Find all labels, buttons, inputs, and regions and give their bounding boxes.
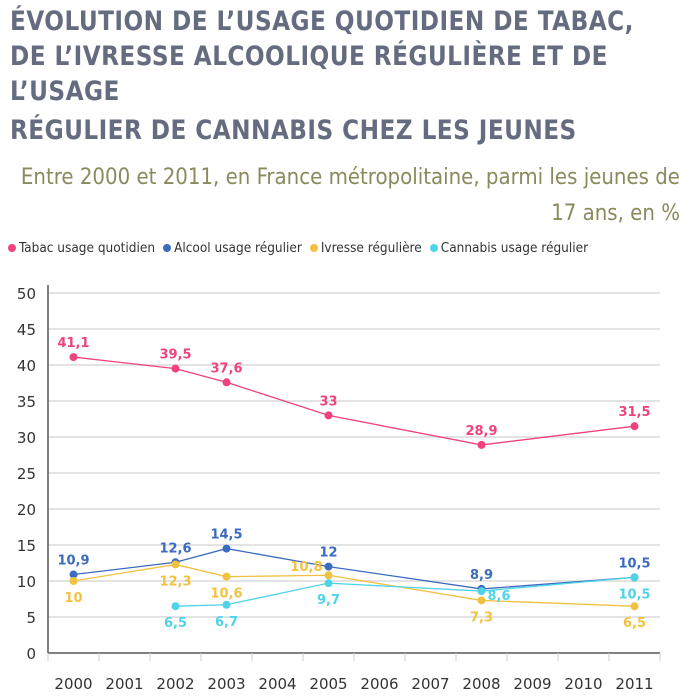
- data-label: 10,9: [57, 554, 89, 569]
- x-tick-label: 2011: [615, 675, 653, 693]
- y-tick-label: 50: [17, 285, 36, 303]
- y-tick-label: 20: [17, 501, 36, 519]
- data-label: 12,3: [159, 574, 191, 589]
- x-tick-label: 2009: [513, 675, 551, 693]
- x-tick-label: 2002: [156, 675, 194, 693]
- legend-dot-icon: [429, 244, 438, 252]
- data-label: 28,9: [465, 424, 497, 439]
- data-label: 33: [319, 394, 337, 409]
- legend-item: Ivresse régulière: [309, 240, 422, 256]
- data-label: 10,6: [210, 587, 242, 602]
- data-point: [324, 411, 333, 420]
- x-tick-label: 2005: [309, 675, 347, 693]
- title-line: DE L’IVRESSE ALCOOLIQUE RÉGULIÈRE ET DE: [10, 41, 608, 72]
- data-label: 10,8: [290, 560, 322, 575]
- legend: Tabac usage quotidien Alcool usage réguli…: [8, 240, 588, 256]
- data-label: 12,6: [159, 541, 191, 556]
- data-label: 10,5: [618, 556, 650, 571]
- legend-dot-icon: [163, 244, 172, 252]
- y-tick-label: 45: [17, 321, 36, 339]
- data-point: [171, 602, 180, 611]
- y-tick-label: 5: [26, 609, 36, 627]
- data-label: 31,5: [618, 405, 650, 420]
- data-label: 37,6: [210, 361, 242, 376]
- data-label: 10: [64, 591, 82, 606]
- y-tick-label: 15: [17, 537, 36, 555]
- data-label: 39,5: [159, 348, 191, 363]
- x-tick-label: 2003: [207, 675, 245, 693]
- data-point: [324, 571, 333, 580]
- data-label: 41,1: [57, 336, 89, 351]
- legend-label: Tabac usage quotidien: [19, 240, 156, 256]
- data-point: [222, 572, 231, 581]
- data-point: [324, 579, 333, 588]
- data-point: [171, 560, 180, 569]
- y-tick-label: 30: [17, 429, 36, 447]
- subtitle-text: Entre 2000 et 2011, en France métropolit…: [20, 165, 680, 226]
- title-line: RÉGULIER DE CANNABIS CHEZ LES JEUNES: [10, 115, 577, 146]
- data-label: 9,7: [317, 593, 340, 608]
- data-label: 6,5: [164, 616, 187, 631]
- x-tick-label: 2007: [411, 675, 449, 693]
- data-label: 8,6: [488, 589, 511, 604]
- data-label: 14,5: [210, 528, 242, 543]
- data-point: [630, 573, 639, 582]
- x-tick-label: 2004: [258, 675, 296, 693]
- y-tick-label: 10: [17, 573, 36, 591]
- x-tick-label: 2010: [564, 675, 602, 693]
- data-point: [477, 596, 486, 605]
- data-point: [222, 600, 231, 609]
- legend-item: Cannabis usage régulier: [429, 240, 589, 256]
- legend-label: Ivresse régulière: [320, 240, 422, 256]
- data-point: [477, 587, 486, 596]
- x-tick-label: 2006: [360, 675, 398, 693]
- data-point: [69, 570, 78, 579]
- series-line: [73, 547, 635, 590]
- series-line: [73, 563, 635, 607]
- data-point: [69, 577, 78, 585]
- chart-subtitle: Entre 2000 et 2011, en France métropolit…: [10, 160, 680, 232]
- chart-title: ÉVOLUTION DE L’USAGE QUOTIDIEN DE TABAC,…: [10, 4, 634, 148]
- data-point: [477, 440, 486, 449]
- legend-dot-icon: [309, 244, 318, 252]
- legend-dot-icon: [8, 244, 16, 252]
- data-label: 12: [319, 546, 337, 561]
- data-point: [171, 364, 180, 373]
- legend-item: Tabac usage quotidien: [8, 240, 155, 256]
- y-tick-label: 25: [17, 465, 36, 483]
- data-point: [69, 353, 78, 362]
- x-tick-label: 2000: [54, 675, 92, 693]
- y-tick-label: 35: [17, 393, 36, 411]
- data-label: 6,7: [215, 615, 238, 630]
- data-point: [222, 378, 231, 387]
- y-tick-label: 40: [17, 357, 36, 375]
- x-tick-label: 2008: [462, 675, 500, 693]
- data-point: [630, 422, 639, 431]
- data-point: [324, 562, 333, 571]
- title-line: L’USAGE: [10, 76, 120, 107]
- title-line: ÉVOLUTION DE L’USAGE QUOTIDIEN DE TABAC,: [10, 6, 634, 37]
- y-tick-label: 0: [26, 645, 36, 663]
- data-point: [222, 544, 231, 553]
- series-line: [73, 356, 635, 446]
- data-point: [630, 602, 639, 611]
- legend-item: Alcool usage régulier: [163, 240, 302, 256]
- data-label: 10,5: [618, 587, 650, 602]
- data-label: 6,5: [623, 616, 646, 631]
- x-tick-label: 2001: [105, 675, 143, 693]
- legend-label: Cannabis usage régulier: [440, 240, 589, 256]
- data-label: 7,3: [470, 610, 493, 625]
- legend-label: Alcool usage régulier: [174, 240, 302, 256]
- data-label: 8,9: [470, 568, 493, 583]
